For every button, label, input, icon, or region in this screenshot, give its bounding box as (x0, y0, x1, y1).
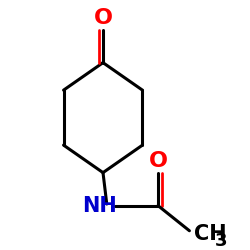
Text: O: O (148, 151, 168, 171)
Text: O: O (94, 8, 112, 28)
Text: NH: NH (82, 196, 117, 216)
Text: 3: 3 (215, 232, 228, 250)
Text: CH: CH (194, 224, 227, 244)
